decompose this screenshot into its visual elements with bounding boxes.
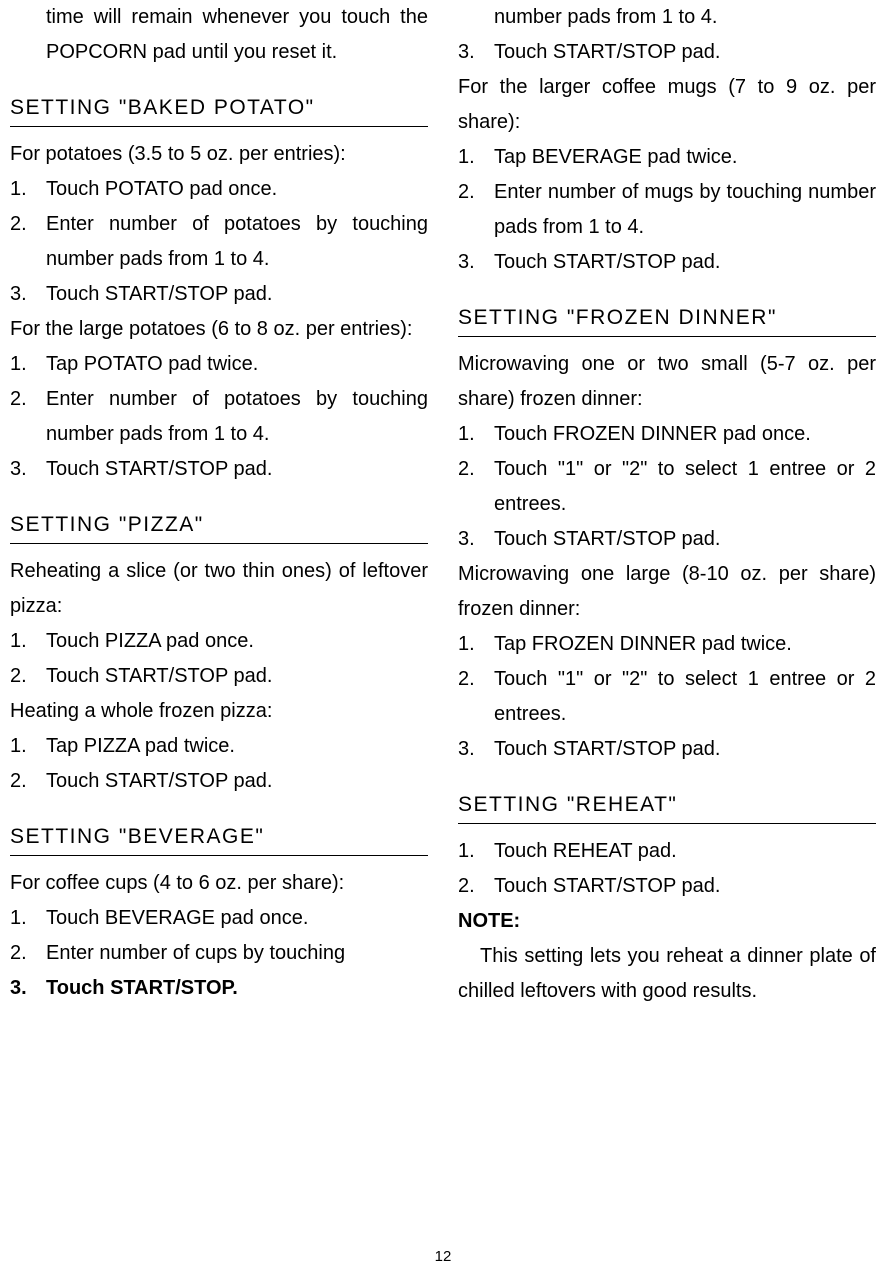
list-item: Tap FROZEN DINNER pad twice.: [458, 627, 876, 662]
list-item: Touch START/STOP pad.: [10, 659, 428, 694]
list-item: Touch "1" or "2" to select 1 entree or 2…: [458, 452, 876, 522]
section-divider: [458, 823, 876, 824]
list-item: Touch START/STOP pad.: [458, 245, 876, 280]
list-item: Touch REHEAT pad.: [458, 834, 876, 869]
body-paragraph: Reheating a slice (or two thin ones) of …: [10, 554, 428, 624]
list-item: Touch START/STOP pad.: [458, 869, 876, 904]
instruction-list: Touch REHEAT pad. Touch START/STOP pad.: [458, 834, 876, 904]
list-item: Tap BEVERAGE pad twice.: [458, 140, 876, 175]
list-item: Enter number of mugs by touching number …: [458, 175, 876, 245]
body-paragraph: Microwaving one large (8-10 oz. per shar…: [458, 557, 876, 627]
instruction-list: Touch PIZZA pad once. Touch START/STOP p…: [10, 624, 428, 694]
instruction-list: Touch POTATO pad once. Enter number of p…: [10, 172, 428, 312]
list-item: Tap POTATO pad twice.: [10, 347, 428, 382]
list-item: Enter number of potatoes by touching num…: [10, 382, 428, 452]
section-heading: SETTING "BAKED POTATO": [10, 96, 428, 120]
body-paragraph: For coffee cups (4 to 6 oz. per share):: [10, 866, 428, 901]
section-divider: [10, 855, 428, 856]
list-item: Touch PIZZA pad once.: [10, 624, 428, 659]
instruction-list: Tap POTATO pad twice. Enter number of po…: [10, 347, 428, 487]
section-heading: SETTING "BEVERAGE": [10, 825, 428, 849]
continued-paragraph: time will remain whenever you touch the …: [10, 0, 428, 70]
note-label: NOTE:: [458, 904, 876, 939]
list-item: Touch "1" or "2" to select 1 entree or 2…: [458, 662, 876, 732]
body-paragraph: For potatoes (3.5 to 5 oz. per entries):: [10, 137, 428, 172]
list-item: Tap PIZZA pad twice.: [10, 729, 428, 764]
continued-list-item: number pads from 1 to 4.: [458, 0, 876, 35]
list-item: Enter number of cups by touching: [10, 936, 428, 971]
page-number: 12: [0, 1248, 886, 1265]
body-paragraph: For the larger coffee mugs (7 to 9 oz. p…: [458, 70, 876, 140]
list-item: Touch START/STOP pad.: [458, 35, 876, 70]
list-item: Touch START/STOP pad.: [458, 732, 876, 767]
list-item: Touch FROZEN DINNER pad once.: [458, 417, 876, 452]
section-heading: SETTING "PIZZA": [10, 513, 428, 537]
instruction-list: Touch START/STOP pad.: [458, 35, 876, 70]
list-item: Touch POTATO pad once.: [10, 172, 428, 207]
list-item: Touch START/STOP pad.: [10, 764, 428, 799]
two-column-layout: time will remain whenever you touch the …: [10, 0, 876, 1009]
section-heading: SETTING "FROZEN DINNER": [458, 306, 876, 330]
left-column: time will remain whenever you touch the …: [10, 0, 428, 1009]
section-divider: [10, 126, 428, 127]
list-item: Touch START/STOP pad.: [10, 452, 428, 487]
instruction-list: Touch BEVERAGE pad once. Enter number of…: [10, 901, 428, 1006]
list-item: Touch BEVERAGE pad once.: [10, 901, 428, 936]
instruction-list: Tap BEVERAGE pad twice. Enter number of …: [458, 140, 876, 280]
list-item: Touch START/STOP pad.: [458, 522, 876, 557]
list-item: Touch START/STOP.: [10, 971, 428, 1006]
body-paragraph: Heating a whole frozen pizza:: [10, 694, 428, 729]
list-item: Enter number of potatoes by touching num…: [10, 207, 428, 277]
right-column: number pads from 1 to 4. Touch START/STO…: [458, 0, 876, 1009]
section-divider: [10, 543, 428, 544]
instruction-list: Touch FROZEN DINNER pad once. Touch "1" …: [458, 417, 876, 557]
instruction-list: Tap PIZZA pad twice. Touch START/STOP pa…: [10, 729, 428, 799]
list-item: Touch START/STOP pad.: [10, 277, 428, 312]
section-heading: SETTING "REHEAT": [458, 793, 876, 817]
body-paragraph: Microwaving one or two small (5-7 oz. pe…: [458, 347, 876, 417]
instruction-list: Tap FROZEN DINNER pad twice. Touch "1" o…: [458, 627, 876, 767]
note-text: This setting lets you reheat a dinner pl…: [458, 939, 876, 1009]
section-divider: [458, 336, 876, 337]
body-paragraph: For the large potatoes (6 to 8 oz. per e…: [10, 312, 428, 347]
